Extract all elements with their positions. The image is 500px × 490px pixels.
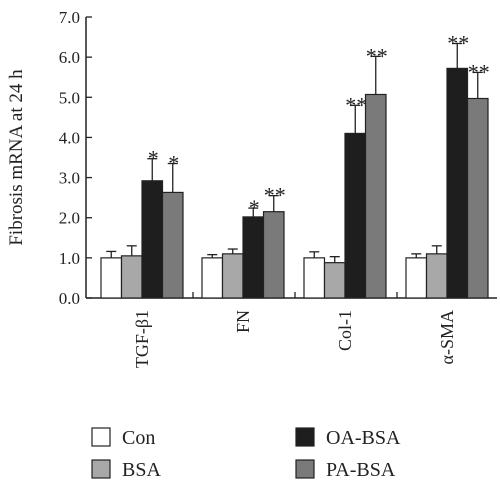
category-label: Col-1 [335,310,355,351]
y-tick-label: 5.0 [59,88,80,107]
bar [141,180,164,299]
legend-swatch [295,427,315,447]
bar [466,97,489,299]
bar [201,257,224,299]
category-label: TGF-β1 [132,310,152,368]
bar [364,93,387,299]
significance-label: ** [366,43,388,68]
bar [323,262,346,299]
bar [120,255,143,299]
bar [242,216,265,299]
significance-label: ** [468,59,490,84]
legend-label: PA-BSA [326,459,396,481]
bar [446,67,469,299]
y-tick-label: 7.0 [59,8,80,27]
bar [344,132,367,299]
bar [221,253,244,299]
legend-label: BSA [122,459,161,481]
y-tick-label: 4.0 [59,128,80,147]
significance-label: * [249,195,260,220]
y-tick-label: 1.0 [59,249,80,268]
bar [425,253,448,299]
category-label: α-SMA [437,310,457,364]
significance-label: * [148,146,159,171]
bar [303,257,326,299]
y-tick-label: 0.0 [59,289,80,308]
legend-swatch [91,459,111,479]
significance-label: * [168,151,179,176]
y-tick-label: 6.0 [59,48,80,67]
bar [100,257,123,299]
legend-label: Con [122,427,155,449]
bar [161,191,184,299]
significance-label: ** [447,30,469,55]
legend-swatch [295,459,315,479]
legend-swatch [91,427,111,447]
legend-label: OA-BSA [326,427,401,449]
significance-label: ** [345,92,367,117]
category-label: FN [233,310,253,333]
bar [262,211,285,299]
significance-label: ** [264,183,286,208]
bar [405,257,428,299]
y-tick-label: 2.0 [59,209,80,228]
y-tick-label: 3.0 [59,169,80,188]
y-axis-label: Fibrosis mRNA at 24 h [6,69,27,246]
